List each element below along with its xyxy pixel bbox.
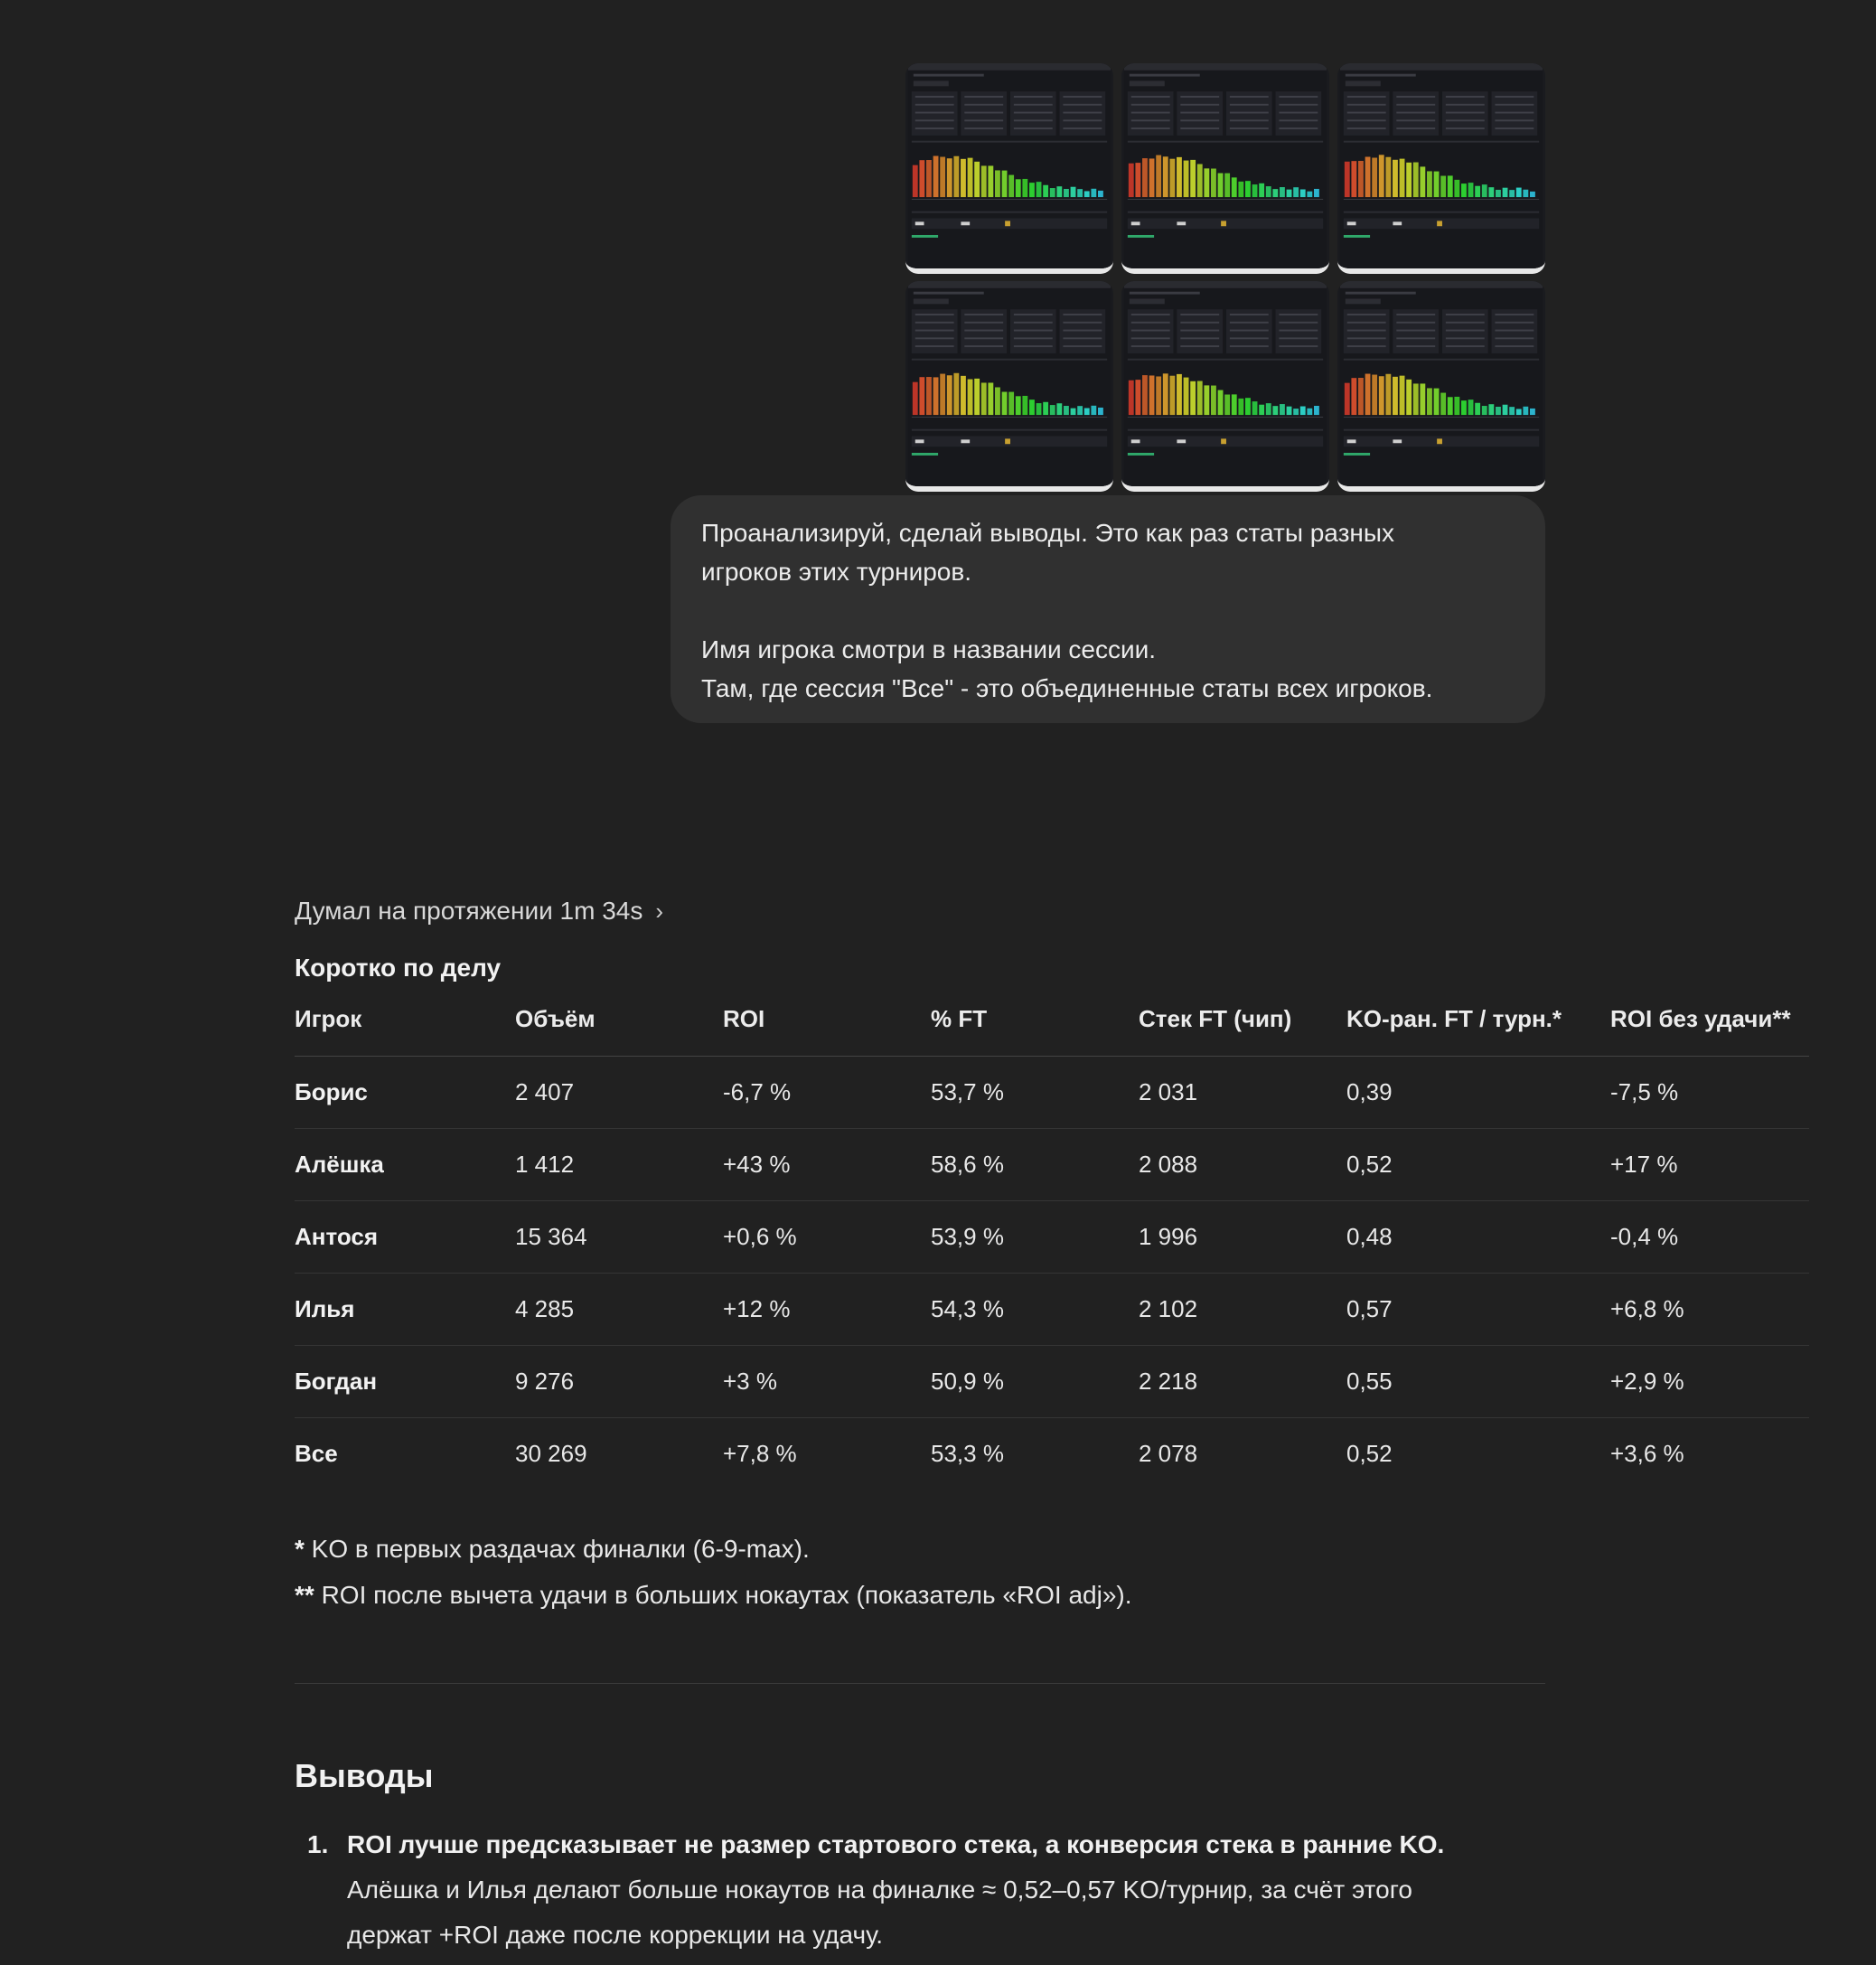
user-message-line: Там, где сессия "Все" - это объединенные…	[701, 674, 1433, 702]
column-header: Объём	[515, 1005, 723, 1057]
table-row: Антося 15 364 +0,6 % 53,9 % 1 996 0,48 -0,4 %	[295, 1200, 1809, 1274]
table-row: Илья 4 285 +12 % 54,3 % 2 102 0,57 +6,8 %	[295, 1273, 1809, 1346]
stats-screenshot-icon	[907, 281, 1112, 486]
attachment-grid	[905, 63, 1545, 492]
table-cell: 53,7 %	[931, 1056, 1139, 1129]
table-cell: +3,6 %	[1610, 1440, 1684, 1467]
stats-table: Игрок Объём ROI % FT Стек FT (чип) KO-ра…	[295, 1005, 1809, 1490]
footnote-mark: **	[295, 1581, 314, 1609]
footnote: * KO в первых раздачах финалки (6-9-max)…	[295, 1535, 810, 1564]
attachment-thumbnail[interactable]	[905, 63, 1113, 274]
table-cell: 2 078	[1139, 1440, 1198, 1467]
table-cell: 50,9 %	[931, 1345, 1139, 1418]
attachment-thumbnail[interactable]	[1337, 63, 1545, 274]
table-cell: +6,8 %	[1610, 1273, 1809, 1346]
stats-screenshot-icon	[1339, 63, 1543, 268]
footnote-text: ROI после вычета удачи в больших нокаута…	[314, 1581, 1132, 1609]
table-cell: 0,55	[1346, 1345, 1610, 1418]
table-cell: +2,9 %	[1610, 1345, 1809, 1418]
table-cell: 0,48	[1346, 1200, 1610, 1274]
list-number: 1.	[307, 1830, 329, 1858]
column-header: ROI	[723, 1005, 931, 1057]
table-cell: 15 364	[515, 1200, 723, 1274]
table-cell: 1 996	[1139, 1200, 1346, 1274]
table-cell: 0,52	[1346, 1128, 1610, 1201]
conclusions-heading: Выводы	[295, 1757, 434, 1794]
summary-heading: Коротко по делу	[295, 954, 502, 982]
column-header: KO-ран. FT / турн.*	[1346, 1005, 1610, 1057]
user-message-line: Имя игрока смотри в названии сессии.	[701, 635, 1157, 663]
table-cell: 2 407	[515, 1056, 723, 1129]
table-cell: +12 %	[723, 1273, 931, 1346]
table-header-row: Игрок Объём ROI % FT Стек FT (чип) KO-ра…	[295, 1005, 1809, 1057]
table-cell: 2 088	[1139, 1128, 1346, 1201]
table-cell: +3 %	[723, 1345, 931, 1418]
footnote-mark: *	[295, 1535, 305, 1563]
player-name-cell: Богдан	[295, 1345, 515, 1418]
player-name-cell: Антося	[295, 1200, 515, 1274]
table-cell: -0,4 %	[1610, 1200, 1809, 1274]
conclusion-line: держат +ROI даже после коррекции на удач…	[347, 1921, 884, 1949]
divider	[295, 1683, 1545, 1684]
table-cell: -6,7 %	[723, 1056, 931, 1129]
table-cell: 0,57	[1346, 1273, 1610, 1346]
chevron-right-icon: ›	[655, 897, 664, 925]
column-header: % FT	[931, 1005, 1139, 1057]
column-header: ROI без удачи**	[1610, 1005, 1809, 1057]
footnote: ** ROI после вычета удачи в больших нока…	[295, 1581, 1132, 1610]
table-cell: 30 269	[515, 1440, 587, 1467]
table-cell: 58,6 %	[931, 1128, 1139, 1201]
table-cell: 9 276	[515, 1345, 723, 1418]
table-cell: 4 285	[515, 1273, 723, 1346]
table-cell: +17 %	[1610, 1128, 1809, 1201]
player-name-cell: Борис	[295, 1056, 515, 1129]
stats-screenshot-icon	[1123, 63, 1327, 268]
table-cell: -7,5 %	[1610, 1056, 1809, 1129]
attachment-thumbnail[interactable]	[905, 281, 1113, 492]
table-cell: 54,3 %	[931, 1273, 1139, 1346]
conclusion-item: 1. ROI лучше предсказывает не размер ста…	[307, 1822, 1536, 1958]
player-name-cell: Все	[295, 1440, 338, 1467]
thinking-toggle[interactable]: Думал на протяжении 1m 34s ›	[295, 897, 663, 926]
thinking-label: Думал на протяжении 1m 34s	[295, 897, 643, 925]
table-cell: 2 218	[1139, 1345, 1346, 1418]
table-cell: 2 102	[1139, 1273, 1346, 1346]
stats-screenshot-icon	[1339, 281, 1543, 486]
table-cell: 1 412	[515, 1128, 723, 1201]
table-row: Алёшка 1 412 +43 % 58,6 % 2 088 0,52 +17 %	[295, 1128, 1809, 1201]
conclusion-line: Алёшка и Илья делают больше нокаутов на …	[347, 1876, 1412, 1904]
stats-screenshot-icon	[907, 63, 1112, 268]
table-cell: +43 %	[723, 1128, 931, 1201]
table-cell: 53,3 %	[931, 1440, 1004, 1467]
attachment-thumbnail[interactable]	[1121, 281, 1329, 492]
attachment-thumbnail[interactable]	[1337, 281, 1545, 492]
column-header: Игрок	[295, 1005, 515, 1057]
table-row: Все 30 269 +7,8 % 53,3 % 2 078 0,52 +3,6 %	[295, 1418, 1809, 1490]
table-cell: 0,52	[1346, 1440, 1393, 1467]
user-message-line: Проанализируй, сделай выводы. Это как ра…	[701, 519, 1394, 547]
stats-screenshot-icon	[1123, 281, 1327, 486]
column-header: Стек FT (чип)	[1139, 1005, 1346, 1057]
conclusion-lead: ROI лучше предсказывает не размер старто…	[347, 1830, 1445, 1858]
user-message-line: игроков этих турниров.	[701, 558, 972, 586]
player-name-cell: Алёшка	[295, 1128, 515, 1201]
table-row: Борис 2 407 -6,7 % 53,7 % 2 031 0,39 -7,5 %	[295, 1056, 1809, 1129]
footnote-text: KO в первых раздачах финалки (6-9-max).	[304, 1535, 810, 1563]
table-cell: 0,39	[1346, 1056, 1610, 1129]
table-cell: 2 031	[1139, 1056, 1346, 1129]
user-message-bubble: Проанализируй, сделай выводы. Это как ра…	[671, 495, 1545, 723]
table-cell: +7,8 %	[723, 1440, 797, 1467]
player-name-cell: Илья	[295, 1273, 515, 1346]
table-row: Богдан 9 276 +3 % 50,9 % 2 218 0,55 +2,9 %	[295, 1345, 1809, 1418]
attachment-thumbnail[interactable]	[1121, 63, 1329, 274]
table-cell: 53,9 %	[931, 1200, 1139, 1274]
table-cell: +0,6 %	[723, 1200, 931, 1274]
